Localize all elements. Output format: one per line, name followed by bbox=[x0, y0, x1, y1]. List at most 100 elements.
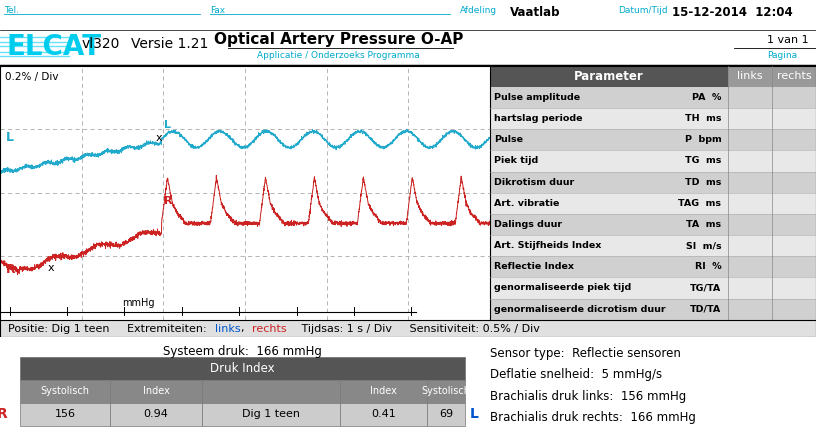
Text: 140: 140 bbox=[116, 321, 133, 330]
Text: Deflatie snelheid:  5 mmHg/s: Deflatie snelheid: 5 mmHg/s bbox=[490, 368, 662, 381]
Bar bbox=[490, 214, 816, 235]
Text: links: links bbox=[215, 324, 241, 333]
Text: Pagina: Pagina bbox=[767, 51, 797, 60]
Text: TG  ms: TG ms bbox=[685, 156, 721, 166]
Text: Afdeling: Afdeling bbox=[460, 6, 497, 15]
Text: Datum/Tijd: Datum/Tijd bbox=[618, 6, 667, 15]
Bar bbox=[110, 403, 202, 426]
Bar bbox=[110, 380, 202, 403]
Text: TA  ms: TA ms bbox=[686, 220, 721, 229]
Text: 0.94: 0.94 bbox=[144, 410, 168, 419]
Text: Reflectie Index: Reflectie Index bbox=[494, 262, 574, 271]
Text: Brachialis druk links:  156 mmHg: Brachialis druk links: 156 mmHg bbox=[490, 390, 686, 403]
Text: Pulse: Pulse bbox=[494, 135, 524, 144]
Text: 1 van 1: 1 van 1 bbox=[767, 35, 809, 45]
Bar bbox=[490, 129, 816, 150]
Text: Dikrotism duur: Dikrotism duur bbox=[494, 178, 574, 187]
Text: Versie 1.21: Versie 1.21 bbox=[131, 37, 208, 51]
Bar bbox=[202, 380, 340, 403]
Text: 40: 40 bbox=[406, 321, 417, 330]
Text: Parameter: Parameter bbox=[574, 70, 644, 83]
Text: TH  ms: TH ms bbox=[685, 114, 721, 123]
Text: 69: 69 bbox=[439, 410, 453, 419]
Text: RI  %: RI % bbox=[694, 262, 721, 271]
Text: Fax: Fax bbox=[210, 6, 225, 15]
Bar bbox=[490, 150, 816, 172]
Text: Index: Index bbox=[143, 386, 170, 396]
Bar bbox=[490, 66, 728, 87]
Bar bbox=[772, 66, 816, 87]
Text: 0.41: 0.41 bbox=[371, 410, 396, 419]
Text: Art. Stijfheids Index: Art. Stijfheids Index bbox=[494, 241, 602, 250]
Bar bbox=[20, 403, 110, 426]
Text: Tel.: Tel. bbox=[4, 6, 19, 15]
Text: R: R bbox=[0, 407, 8, 421]
Bar bbox=[340, 403, 427, 426]
Bar bbox=[490, 87, 816, 108]
Bar bbox=[728, 66, 772, 87]
Text: genormaliseerde piek tijd: genormaliseerde piek tijd bbox=[494, 283, 632, 293]
Text: mmHg: mmHg bbox=[122, 298, 155, 308]
Text: 156: 156 bbox=[55, 410, 76, 419]
Text: 60: 60 bbox=[348, 321, 360, 330]
Text: Dalings duur: Dalings duur bbox=[494, 220, 562, 229]
Text: genormaliseerde dicrotism duur: genormaliseerde dicrotism duur bbox=[494, 305, 666, 314]
Bar bbox=[490, 299, 816, 320]
Text: Druk Index: Druk Index bbox=[211, 362, 275, 375]
Text: TD/TA: TD/TA bbox=[690, 305, 721, 314]
Text: 0.2% / Div: 0.2% / Div bbox=[5, 72, 59, 82]
Text: 120: 120 bbox=[173, 321, 190, 330]
Bar bbox=[490, 256, 816, 277]
Bar bbox=[427, 380, 465, 403]
Text: Systeem druk:  166 mmHg: Systeem druk: 166 mmHg bbox=[162, 345, 322, 358]
Text: vl320: vl320 bbox=[82, 37, 120, 51]
Text: Systolisch: Systolisch bbox=[41, 386, 90, 396]
Text: TD  ms: TD ms bbox=[685, 178, 721, 187]
Text: ELCAT: ELCAT bbox=[7, 33, 102, 61]
Text: Optical Artery Pressure O-AP: Optical Artery Pressure O-AP bbox=[214, 32, 463, 47]
Bar bbox=[490, 193, 816, 214]
Text: Dig 1 teen: Dig 1 teen bbox=[242, 410, 300, 419]
Text: 100: 100 bbox=[231, 321, 248, 330]
Text: L: L bbox=[470, 407, 479, 421]
Text: rechts: rechts bbox=[777, 71, 811, 81]
Text: Index: Index bbox=[370, 386, 397, 396]
Text: Brachialis druk rechts:  166 mmHg: Brachialis druk rechts: 166 mmHg bbox=[490, 411, 696, 424]
Text: ,: , bbox=[242, 324, 248, 333]
Text: R: R bbox=[6, 263, 16, 276]
Bar bbox=[427, 403, 465, 426]
Text: L: L bbox=[6, 131, 14, 144]
Text: 180: 180 bbox=[1, 321, 19, 330]
Text: x: x bbox=[156, 133, 162, 143]
Text: R: R bbox=[164, 196, 172, 206]
Text: Vaatlab: Vaatlab bbox=[510, 6, 561, 19]
Bar bbox=[490, 277, 816, 299]
Text: Systolisch: Systolisch bbox=[422, 386, 471, 396]
Bar bbox=[490, 235, 816, 256]
Text: P  bpm: P bpm bbox=[685, 135, 721, 144]
Bar bbox=[490, 172, 816, 193]
Text: x: x bbox=[48, 263, 55, 273]
Bar bbox=[202, 403, 340, 426]
Text: links: links bbox=[737, 71, 763, 81]
Text: Art. vibratie: Art. vibratie bbox=[494, 199, 560, 208]
Bar bbox=[490, 108, 816, 129]
Text: Positie: Dig 1 teen     Extremiteiten:: Positie: Dig 1 teen Extremiteiten: bbox=[8, 324, 211, 333]
Bar bbox=[20, 380, 110, 403]
Text: TAG  ms: TAG ms bbox=[678, 199, 721, 208]
Text: Applicatie / Onderzoeks Programma: Applicatie / Onderzoeks Programma bbox=[257, 51, 420, 60]
Text: 160: 160 bbox=[59, 321, 76, 330]
Text: 15-12-2014  12:04: 15-12-2014 12:04 bbox=[672, 6, 793, 19]
Text: TG/TA: TG/TA bbox=[690, 283, 721, 293]
Text: Sensor type:  Reflectie sensoren: Sensor type: Reflectie sensoren bbox=[490, 347, 681, 360]
Text: 80: 80 bbox=[290, 321, 302, 330]
Text: PA  %: PA % bbox=[692, 93, 721, 102]
Text: L: L bbox=[164, 120, 171, 130]
Text: rechts: rechts bbox=[252, 324, 286, 333]
Text: Pulse amplitude: Pulse amplitude bbox=[494, 93, 581, 102]
Text: SI  m/s: SI m/s bbox=[685, 241, 721, 250]
Text: Piek tijd: Piek tijd bbox=[494, 156, 539, 166]
Text: hartslag periode: hartslag periode bbox=[494, 114, 583, 123]
Text: Tijdsas: 1 s / Div     Sensitiviteit: 0.5% / Div: Tijdsas: 1 s / Div Sensitiviteit: 0.5% /… bbox=[284, 324, 539, 333]
Bar bbox=[20, 357, 465, 380]
